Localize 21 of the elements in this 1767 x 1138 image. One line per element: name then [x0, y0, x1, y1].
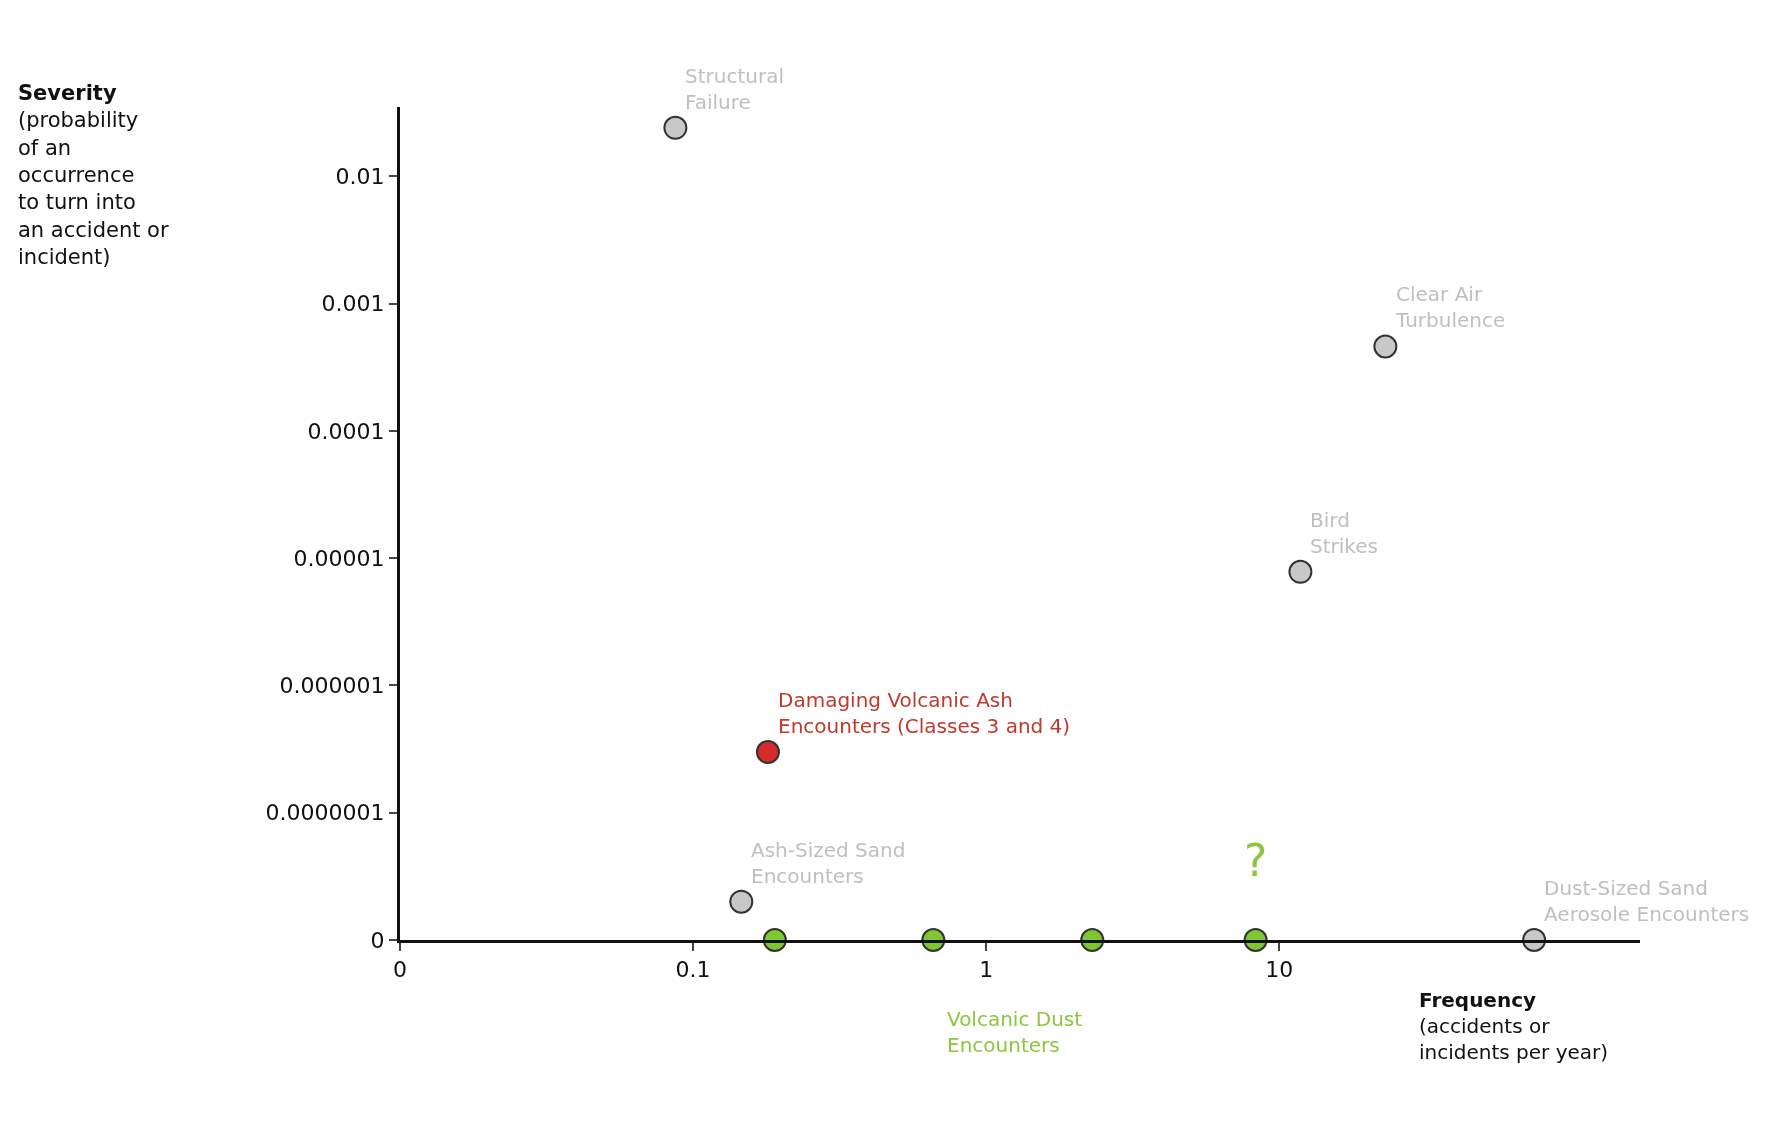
series-label: Dust-Sized Sand Aerosole Encounters — [1544, 876, 1750, 926]
x-axis-title: Frequency (accidents or incidents per year) — [1419, 988, 1609, 1064]
text: Volcanic Dust Encounters — [947, 1007, 1083, 1057]
y-tick-label: 0 — [370, 927, 385, 953]
x-tick-label: 10 — [1265, 957, 1294, 983]
series-label: Bird Strikes — [1310, 508, 1378, 558]
y-tick-label: 0.01 — [335, 163, 385, 189]
y-tick-label: 0.00001 — [293, 545, 385, 571]
x-tick-label: 0.1 — [675, 957, 711, 983]
text: Severity (probability of an occurrence to turn into an accident or incident) — [18, 81, 169, 269]
y-tick-label: 0.0000001 — [265, 800, 385, 826]
y-tick-label: 0.001 — [321, 291, 385, 317]
series-label: Structural Failure — [685, 64, 784, 114]
series-label: Damaging Volcanic Ash Encounters (Classes 3 and 4) — [778, 688, 1071, 738]
series-label: Clear Air Turbulence — [1395, 282, 1506, 332]
y-tick-label: 0.000001 — [279, 673, 385, 699]
annotation: ? — [1244, 835, 1268, 886]
y-tick-label: 0.0001 — [307, 418, 385, 444]
x-tick-label: 0 — [393, 957, 407, 983]
x-tick-label: 1 — [979, 957, 994, 983]
series-label: Ash-Sized Sand Encounters — [751, 838, 906, 888]
